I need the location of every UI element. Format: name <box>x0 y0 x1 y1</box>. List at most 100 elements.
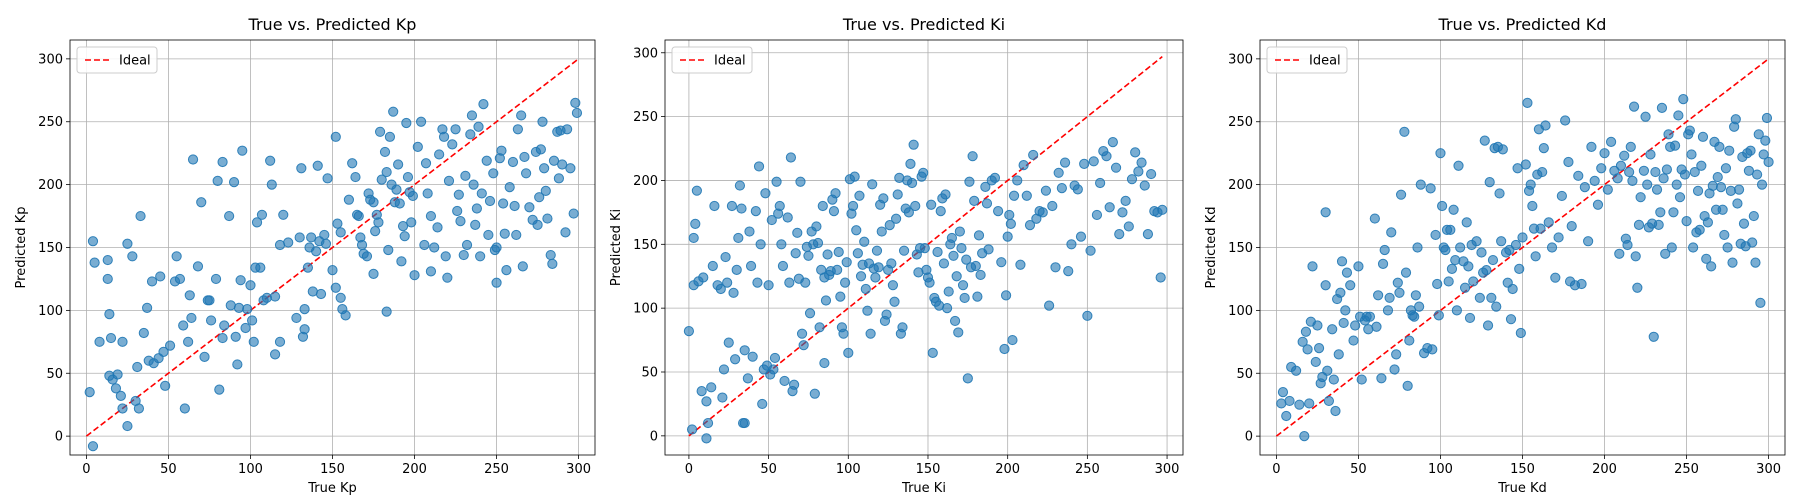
data-point <box>860 283 871 295</box>
legend-box <box>76 46 158 74</box>
data-point <box>969 195 980 206</box>
data-point <box>747 351 758 362</box>
data-point <box>841 257 852 268</box>
data-point <box>511 229 522 241</box>
data-point <box>1663 129 1674 140</box>
data-point <box>812 237 824 249</box>
data-point <box>1338 317 1349 329</box>
data-point <box>1658 173 1669 184</box>
data-point <box>84 387 95 398</box>
data-point <box>942 303 953 314</box>
data-point <box>1299 431 1310 442</box>
data-point <box>87 441 99 452</box>
data-point <box>1596 163 1607 174</box>
data-point <box>1323 395 1335 407</box>
y-tick-label: 0 <box>55 430 63 445</box>
data-point <box>1479 135 1490 146</box>
data-point <box>1671 179 1682 190</box>
data-point <box>562 124 573 135</box>
data-point <box>1599 148 1610 159</box>
data-point <box>1573 170 1584 181</box>
data-point <box>1471 236 1482 247</box>
data-point <box>217 332 228 344</box>
data-point <box>443 175 455 186</box>
data-point <box>447 139 458 150</box>
ideal-line <box>85 58 580 437</box>
data-point <box>1450 254 1461 266</box>
data-point <box>1566 221 1577 232</box>
data-point <box>1330 405 1341 417</box>
data-point <box>247 315 258 326</box>
data-point <box>504 182 515 193</box>
y-tick-label: 300 <box>38 52 63 67</box>
data-point <box>898 245 910 256</box>
data-point <box>499 228 510 239</box>
data-point <box>1543 217 1554 228</box>
data-point <box>962 373 973 384</box>
data-point <box>1692 185 1704 197</box>
data-point <box>718 364 730 375</box>
data-point <box>1496 236 1507 247</box>
data-point <box>319 229 330 241</box>
data-point <box>696 386 707 397</box>
data-point <box>881 309 892 320</box>
data-point <box>409 270 420 281</box>
data-point <box>993 206 1004 217</box>
data-point <box>539 163 550 174</box>
data-point <box>1445 224 1456 235</box>
data-point <box>117 336 128 347</box>
data-point <box>542 213 553 224</box>
data-point <box>1376 373 1387 384</box>
data-point <box>943 286 954 297</box>
y-tick-label: 250 <box>1228 115 1253 130</box>
data-point <box>1487 254 1499 266</box>
data-point <box>1136 157 1147 168</box>
data-point <box>1645 149 1656 160</box>
data-point <box>368 197 379 208</box>
data-point <box>415 116 427 127</box>
data-point <box>132 361 143 373</box>
chart-title: True vs. Predicted Kp <box>248 15 417 34</box>
y-tick-label: 50 <box>46 367 63 382</box>
data-point <box>89 257 100 268</box>
data-point <box>1104 202 1115 213</box>
data-point <box>1553 232 1564 243</box>
data-point <box>1732 198 1743 209</box>
data-point <box>1520 159 1531 170</box>
data-point <box>196 197 207 208</box>
data-point <box>1047 200 1058 212</box>
data-point <box>1497 144 1508 155</box>
data-point <box>1432 278 1443 290</box>
data-point <box>291 312 302 324</box>
data-point <box>1005 218 1016 229</box>
data-point <box>1510 239 1522 251</box>
data-point <box>122 420 133 432</box>
x-tick-label: 0 <box>685 462 693 477</box>
data-point <box>450 124 461 135</box>
data-point <box>1399 126 1410 137</box>
data-point <box>820 295 832 306</box>
data-point <box>1635 192 1646 203</box>
x-axis-label: True Ki <box>901 481 946 496</box>
data-point <box>1494 188 1505 199</box>
data-point <box>1514 263 1525 274</box>
data-point <box>1491 301 1502 312</box>
data-point <box>1627 175 1638 186</box>
x-tick-label: 0 <box>82 462 90 477</box>
data-point <box>261 292 272 303</box>
data-point <box>1679 169 1691 180</box>
data-point <box>1602 184 1613 195</box>
y-tick-label: 200 <box>1228 178 1253 193</box>
data-point <box>1719 229 1730 241</box>
data-point <box>1072 184 1083 195</box>
data-point <box>347 158 358 169</box>
data-point <box>686 424 698 435</box>
data-point <box>340 310 351 321</box>
data-point <box>736 203 747 214</box>
data-point <box>419 239 430 251</box>
data-point <box>537 116 548 127</box>
data-point <box>1021 190 1032 201</box>
data-point <box>146 276 158 287</box>
data-point <box>133 403 145 414</box>
data-point <box>782 212 793 223</box>
